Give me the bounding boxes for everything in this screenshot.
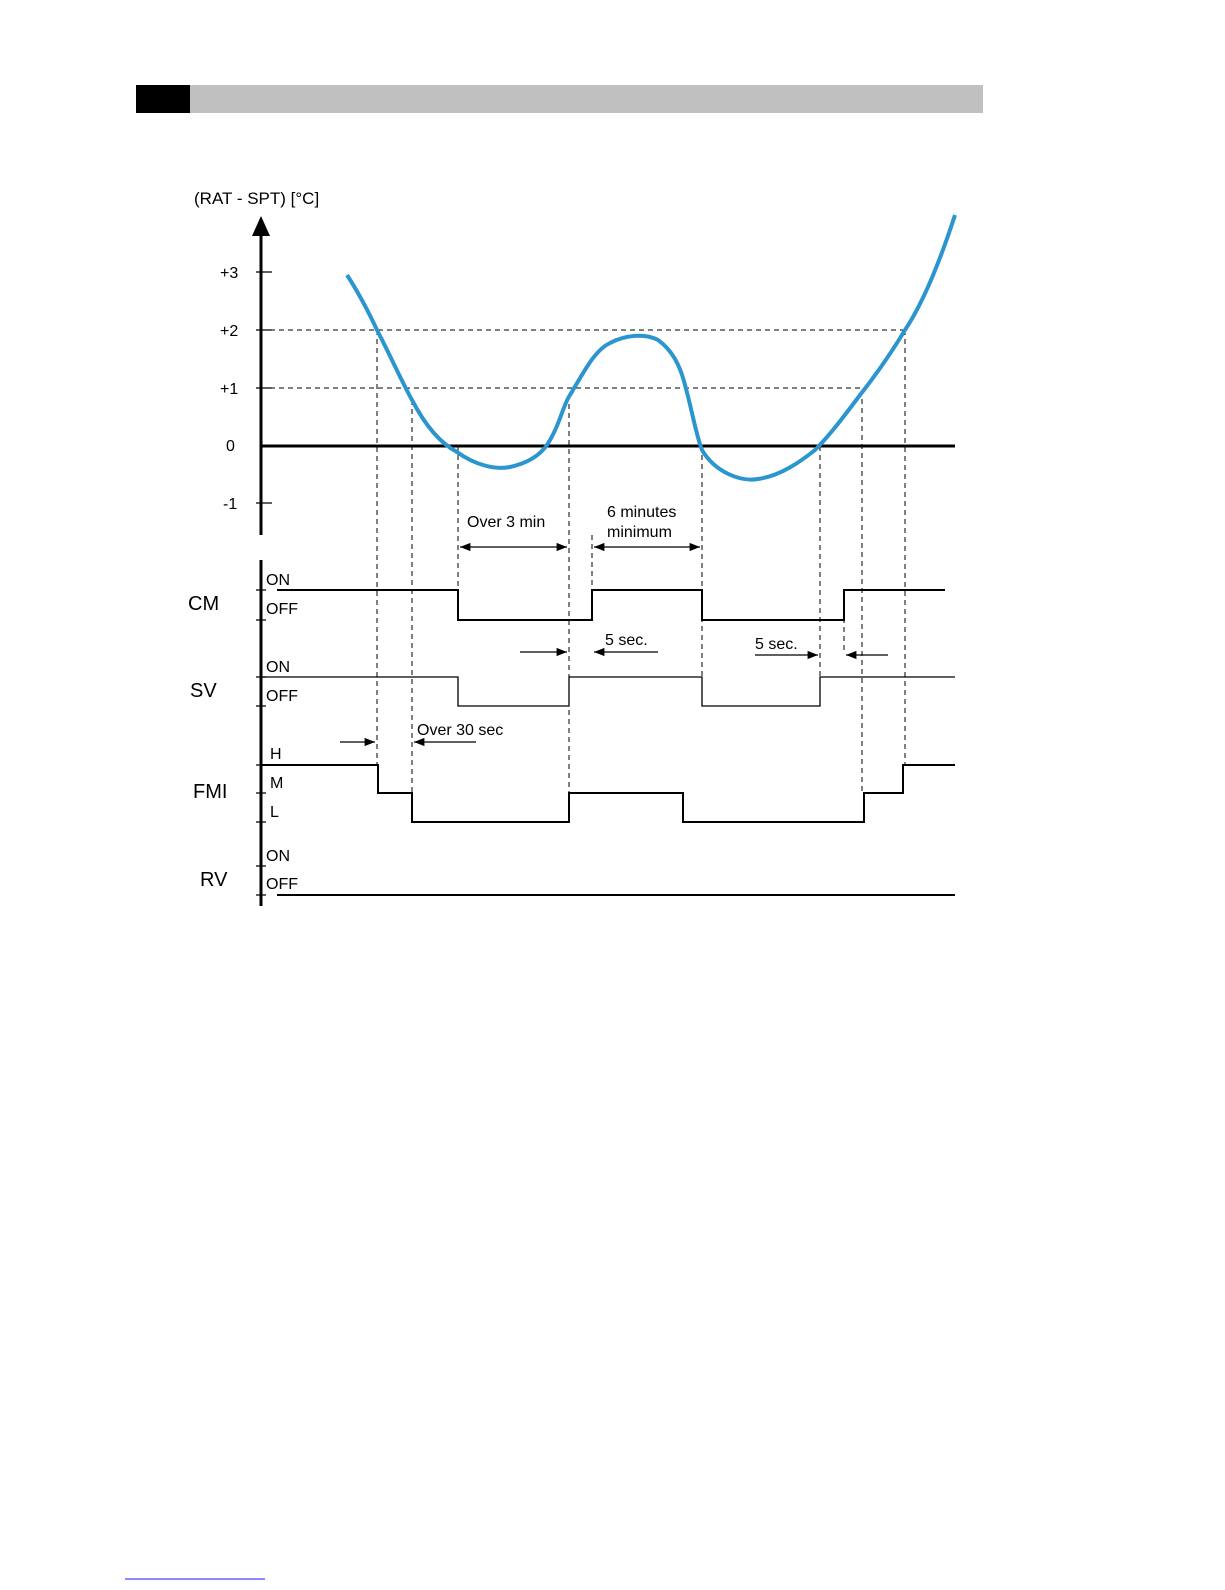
annotation: 5 sec. bbox=[755, 636, 798, 653]
y-axis bbox=[252, 216, 955, 535]
cm-signal bbox=[277, 589, 945, 621]
state-label: OFF bbox=[266, 876, 298, 893]
signal-name: FMI bbox=[193, 781, 227, 803]
sv-signal bbox=[261, 676, 955, 707]
annotation: minimum bbox=[607, 524, 672, 541]
header-block bbox=[136, 85, 190, 113]
signal-axis bbox=[256, 560, 266, 906]
state-label: ON bbox=[266, 659, 290, 676]
annotation: Over 30 sec bbox=[417, 722, 503, 739]
axis-title: (RAT - SPT) [°C] bbox=[194, 189, 319, 208]
arrows bbox=[340, 542, 888, 747]
annotation: 6 minutes bbox=[607, 504, 676, 521]
header-bar bbox=[190, 85, 983, 113]
state-label: OFF bbox=[266, 688, 298, 705]
annotation: 5 sec. bbox=[605, 632, 648, 649]
tick-label: +1 bbox=[220, 381, 238, 398]
tick-label: +2 bbox=[220, 323, 238, 340]
tick-label: 0 bbox=[226, 438, 235, 455]
annotation: Over 3 min bbox=[467, 514, 545, 531]
temperature-curve bbox=[345, 214, 957, 482]
signal-name: RV bbox=[200, 869, 228, 891]
state-label: L bbox=[270, 804, 279, 821]
signal-name: SV bbox=[190, 680, 217, 702]
state-label: ON bbox=[266, 572, 290, 589]
tick-label: +3 bbox=[220, 265, 238, 282]
state-label: M bbox=[270, 775, 283, 792]
dashed-guides bbox=[261, 329, 906, 820]
state-label: ON bbox=[266, 848, 290, 865]
state-label: H bbox=[270, 746, 282, 763]
fmi-signal bbox=[261, 764, 955, 823]
signal-name: CM bbox=[188, 593, 219, 615]
tick-label: -1 bbox=[223, 496, 237, 513]
state-label: OFF bbox=[266, 601, 298, 618]
